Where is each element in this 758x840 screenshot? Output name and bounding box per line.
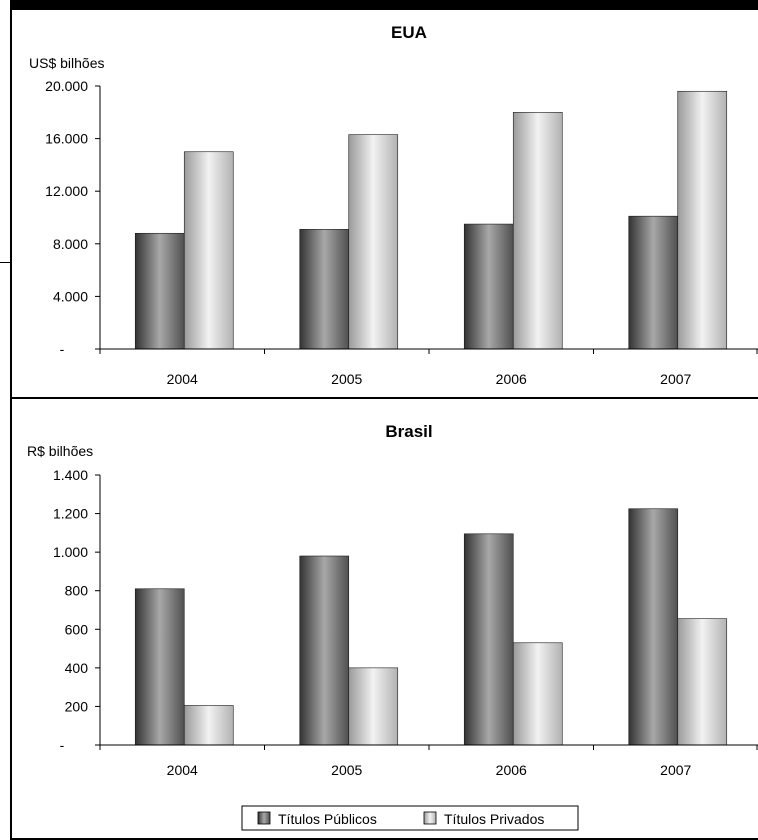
y-tick-label: 1.200 <box>53 506 88 522</box>
y-ticks-brasil: - 200 400 600 800 1.000 1.200 1.400 <box>53 467 101 753</box>
panel-eua: EUA US$ bilhões - 4.000 8.000 12.000 16.000 2… <box>29 23 758 387</box>
x-tick-label-2005: 2005 <box>331 371 362 387</box>
bar-brasil-privados-2007 <box>677 618 728 746</box>
bars-brasil <box>134 508 728 746</box>
legend-box <box>241 805 579 831</box>
x-ticks-eua: 2004 2005 2006 2007 <box>99 348 758 387</box>
y-tick-label: 400 <box>65 660 89 676</box>
bar-eua-publicos-2006 <box>463 223 514 350</box>
y-tick-label: 1.400 <box>53 467 88 483</box>
bar-eua-publicos-2004 <box>134 232 185 350</box>
x-tick-label-2004: 2004 <box>167 371 198 387</box>
y-tick-label: 600 <box>65 621 89 637</box>
legend: Títulos Públicos Títulos Privados <box>241 805 579 831</box>
chart-title-brasil: Brasil <box>385 422 432 441</box>
y-tick-label: 12.000 <box>45 183 88 199</box>
bar-brasil-publicos-2006 <box>463 533 514 746</box>
y-unit-label-eua: US$ bilhões <box>29 55 105 71</box>
x-ticks-brasil: 2004 2005 2006 2007 <box>99 744 758 778</box>
bar-brasil-publicos-2005 <box>299 555 350 746</box>
legend-label-publicos: Títulos Públicos <box>278 811 377 827</box>
bar-eua-privados-2005 <box>348 134 399 350</box>
bar-eua-publicos-2007 <box>628 215 679 350</box>
y-ticks-eua: - 4.000 8.000 12.000 16.000 20.000 <box>45 78 101 357</box>
legend-label-privados: Títulos Privados <box>444 811 544 827</box>
chart-title-eua: EUA <box>391 23 427 42</box>
frame-bottom-border <box>10 838 758 840</box>
bar-brasil-privados-2004 <box>183 705 234 746</box>
y-tick-label: 4.000 <box>53 288 88 304</box>
legend-swatch-publicos <box>257 811 271 825</box>
y-tick-label: 16.000 <box>45 131 88 147</box>
top-frame-band <box>10 0 758 10</box>
y-tick-label: - <box>60 737 65 753</box>
bar-eua-privados-2004 <box>183 151 234 350</box>
bar-eua-privados-2006 <box>512 112 563 350</box>
panel-divider <box>10 397 758 399</box>
x-tick-label-2006: 2006 <box>496 371 527 387</box>
x-tick-label-2005: 2005 <box>331 762 362 778</box>
bar-eua-publicos-2005 <box>299 229 350 350</box>
x-tick-label-2006: 2006 <box>496 762 527 778</box>
bars-eua <box>134 90 728 350</box>
panel-brasil: Brasil R$ bilhões - 200 400 600 800 1.000 1.20… <box>27 422 758 778</box>
bar-brasil-publicos-2007 <box>628 508 679 746</box>
bar-eua-privados-2007 <box>677 90 728 350</box>
frame-tick-stub <box>0 262 10 263</box>
x-tick-label-2004: 2004 <box>167 762 198 778</box>
frame-left-border <box>10 10 12 840</box>
y-tick-label: 8.000 <box>53 236 88 252</box>
y-tick-label: - <box>60 341 65 357</box>
x-tick-label-2007: 2007 <box>660 371 691 387</box>
y-tick-label: 800 <box>65 583 89 599</box>
x-tick-label-2007: 2007 <box>660 762 691 778</box>
y-tick-label: 1.000 <box>53 544 88 560</box>
bar-brasil-privados-2005 <box>348 667 399 746</box>
y-unit-label-brasil: R$ bilhões <box>27 443 93 459</box>
y-tick-label: 200 <box>65 698 89 714</box>
legend-swatch-privados <box>423 811 437 825</box>
bar-brasil-privados-2006 <box>512 642 563 746</box>
y-tick-label: 20.000 <box>45 78 88 94</box>
bar-brasil-publicos-2004 <box>134 588 185 746</box>
